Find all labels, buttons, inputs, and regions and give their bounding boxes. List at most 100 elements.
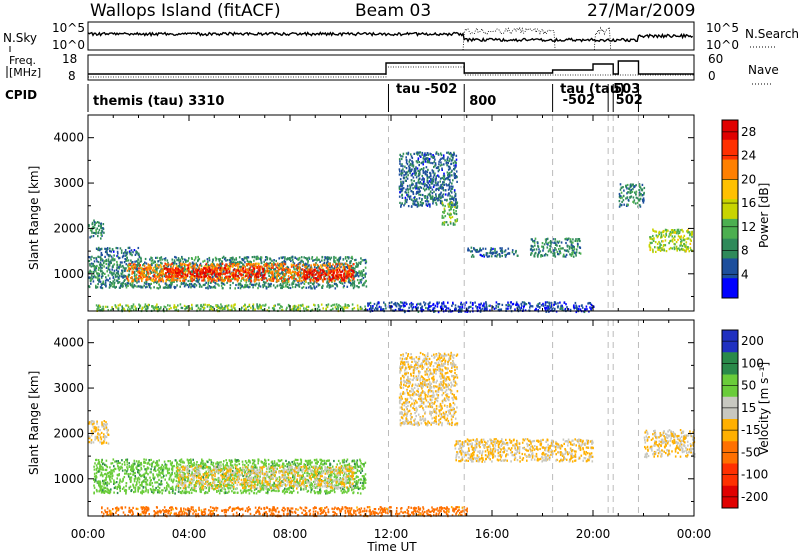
power-cell bbox=[246, 263, 248, 265]
power-cell bbox=[92, 278, 94, 280]
power-cell bbox=[658, 247, 660, 249]
power-cell bbox=[96, 248, 98, 250]
power-cell bbox=[665, 244, 667, 246]
power-cell bbox=[115, 276, 117, 278]
power-cell bbox=[134, 271, 136, 273]
power-cell bbox=[676, 247, 678, 249]
power-cell bbox=[339, 258, 341, 260]
power-cell bbox=[170, 307, 172, 309]
power-cell bbox=[275, 270, 277, 272]
power-cell bbox=[271, 267, 273, 269]
power-cell bbox=[538, 248, 540, 250]
power-cell bbox=[118, 257, 120, 259]
power-cell bbox=[461, 306, 463, 308]
power-cell bbox=[485, 248, 487, 250]
power-cell bbox=[341, 306, 343, 308]
power-cell bbox=[209, 285, 211, 287]
power-cell bbox=[130, 284, 132, 286]
power-cell bbox=[418, 181, 420, 183]
power-cell bbox=[221, 280, 223, 282]
power-cell bbox=[207, 277, 209, 279]
power-cell bbox=[282, 283, 284, 285]
power-cell bbox=[313, 269, 315, 271]
power-cell bbox=[664, 249, 666, 251]
power-cell bbox=[221, 277, 223, 279]
power-cell bbox=[258, 273, 260, 275]
power-cell bbox=[399, 170, 401, 172]
power-cell bbox=[266, 264, 268, 266]
power-cell bbox=[91, 256, 93, 258]
power-cell bbox=[104, 283, 106, 285]
power-cell bbox=[252, 256, 254, 258]
power-cell bbox=[339, 265, 341, 267]
power-cell bbox=[401, 158, 403, 160]
power-cell bbox=[501, 255, 503, 257]
power-cell bbox=[407, 185, 409, 187]
power-cell bbox=[107, 248, 109, 250]
power-cell bbox=[240, 284, 242, 286]
power-cell bbox=[321, 274, 323, 276]
power-cell bbox=[439, 181, 441, 183]
power-cell bbox=[214, 267, 216, 269]
power-cell bbox=[116, 263, 118, 265]
power-cell bbox=[306, 272, 308, 274]
power-cell bbox=[109, 250, 111, 252]
power-cell bbox=[435, 202, 437, 204]
power-cell bbox=[185, 276, 187, 278]
power-cell bbox=[257, 287, 259, 289]
power-cell bbox=[260, 278, 262, 280]
power-cell bbox=[256, 303, 258, 305]
power-cell bbox=[197, 280, 199, 282]
power-cell bbox=[113, 272, 115, 274]
power-cell bbox=[427, 169, 429, 171]
power-cell bbox=[572, 241, 574, 243]
power-cell bbox=[425, 161, 427, 163]
power-cell bbox=[149, 258, 151, 260]
power-cell bbox=[449, 209, 451, 211]
power-cell bbox=[407, 153, 409, 155]
power-cell bbox=[571, 244, 573, 246]
power-cell bbox=[328, 278, 330, 280]
power-cell bbox=[167, 268, 169, 270]
power-cell bbox=[97, 286, 99, 288]
power-cell bbox=[90, 283, 92, 285]
power-cell bbox=[194, 275, 196, 277]
power-cell bbox=[258, 284, 260, 286]
power-cell bbox=[410, 163, 412, 165]
power-cell bbox=[258, 269, 260, 271]
power-cell bbox=[233, 304, 235, 306]
power-cell bbox=[308, 264, 310, 266]
power-cell bbox=[379, 306, 381, 308]
power-cell bbox=[536, 248, 538, 250]
power-cell bbox=[531, 245, 533, 247]
power-cell bbox=[419, 197, 421, 199]
power-cell bbox=[334, 283, 336, 285]
power-cell bbox=[153, 307, 155, 309]
power-cell bbox=[438, 187, 440, 189]
power-cell bbox=[185, 283, 187, 285]
power-cell bbox=[456, 159, 458, 161]
power-cell bbox=[278, 267, 280, 269]
power-cell bbox=[665, 239, 667, 241]
power-cell bbox=[415, 306, 417, 308]
power-cell bbox=[450, 185, 452, 187]
power-cell bbox=[299, 269, 301, 271]
power-cell bbox=[445, 305, 447, 307]
freq-unit: [MHz] bbox=[9, 66, 41, 79]
power-cell bbox=[642, 194, 644, 196]
power-cell bbox=[147, 279, 149, 281]
power-cell bbox=[184, 280, 186, 282]
power-cell bbox=[400, 307, 402, 309]
power-cell bbox=[176, 259, 178, 261]
power-cell bbox=[572, 238, 574, 240]
power-cell bbox=[569, 246, 571, 248]
power-cell bbox=[471, 256, 473, 258]
power-cell bbox=[360, 261, 362, 263]
power-cell bbox=[691, 231, 693, 233]
power-cell bbox=[453, 165, 455, 167]
power-cell bbox=[345, 307, 347, 309]
power-cell bbox=[586, 306, 588, 308]
power-cell bbox=[206, 263, 208, 265]
power-cell bbox=[400, 165, 402, 167]
power-cell bbox=[245, 307, 247, 309]
